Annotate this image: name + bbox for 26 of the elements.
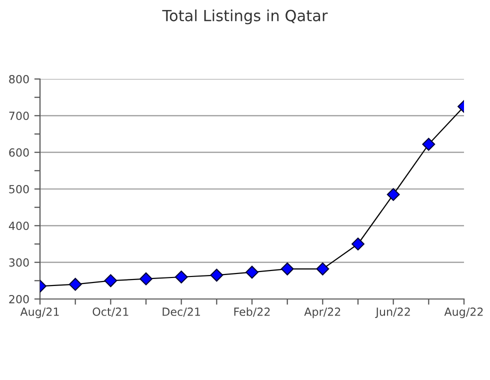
x-tick-label: Dec/21 [162, 308, 200, 317]
y-tick-label: 700 [9, 112, 29, 120]
point [68, 278, 82, 291]
y-tick-label: 800 [9, 74, 29, 84]
x-tick-label: Apr/22 [304, 308, 340, 318]
point [422, 138, 436, 151]
y-tick-label: 600 [9, 148, 29, 157]
point [246, 266, 258, 279]
point [104, 274, 118, 288]
x-tick-label: Aug/21 [20, 308, 59, 318]
x-tick-label: Oct/21 [92, 308, 128, 317]
x-tick-label: Feb/22 [234, 307, 270, 317]
point [386, 188, 400, 201]
point [140, 272, 152, 286]
y-tick-label: 500 [9, 184, 29, 194]
point [280, 262, 294, 276]
point [352, 238, 364, 250]
y-tick-label: 200 [9, 294, 29, 304]
y-tick-label: 300 [9, 258, 29, 267]
y-tick-label: 400 [8, 222, 29, 230]
point [174, 270, 188, 284]
chart-title: Total Listings in Qatar [162, 10, 328, 24]
point [210, 268, 224, 282]
x-tick-label: Jun/22 [375, 308, 410, 318]
x-tick-label: Aug/22 [444, 308, 483, 318]
point [316, 262, 330, 276]
